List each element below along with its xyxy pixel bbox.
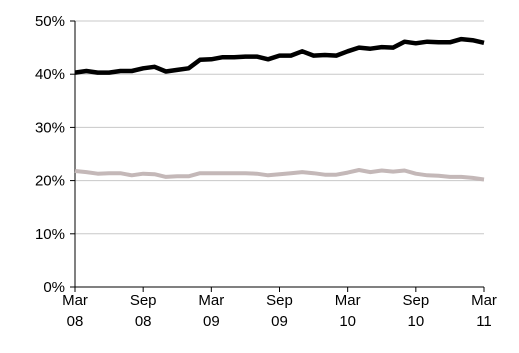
- gridlines: [75, 20, 484, 235]
- x-tick-label-month: Mar: [62, 292, 88, 309]
- x-tick-label-year: 11: [476, 313, 492, 330]
- x-tick-label-month: Sep: [130, 292, 157, 309]
- x-tick-label-month: Mar: [471, 292, 497, 309]
- x-tick-label-year: 08: [67, 313, 84, 330]
- y-axis-tick-labels: 0% 10% 20% 30% 40% 50%: [35, 13, 65, 296]
- y-tick-label: 50%: [35, 13, 65, 30]
- x-tick-label-year: 08: [135, 313, 152, 330]
- y-tick-label: 0%: [43, 279, 65, 296]
- x-tick-label-year: 09: [203, 313, 220, 330]
- x-tick-label-year: 09: [271, 313, 288, 330]
- x-tick-label-year: 10: [339, 313, 356, 330]
- x-axis-tick-labels: Mar 08 Sep 08 Mar 09 Sep 09 Mar 10 Sep 10 Mar 11: [62, 292, 497, 330]
- series-line-lower: [74, 168, 485, 182]
- x-tick-label-month: Mar: [198, 292, 224, 309]
- x-tick-label-month: Sep: [266, 292, 293, 309]
- series-line-upper: [74, 36, 485, 75]
- y-tick-label: 30%: [35, 119, 65, 136]
- y-tick-label: 10%: [35, 226, 65, 243]
- x-tick-label-month: Mar: [335, 292, 361, 309]
- x-tick-label-year: 10: [407, 313, 424, 330]
- y-tick-label: 40%: [35, 66, 65, 83]
- y-tick-label: 20%: [35, 173, 65, 190]
- axes: [70, 20, 485, 292]
- series-lines: [74, 36, 485, 182]
- x-tick-label-month: Sep: [402, 292, 429, 309]
